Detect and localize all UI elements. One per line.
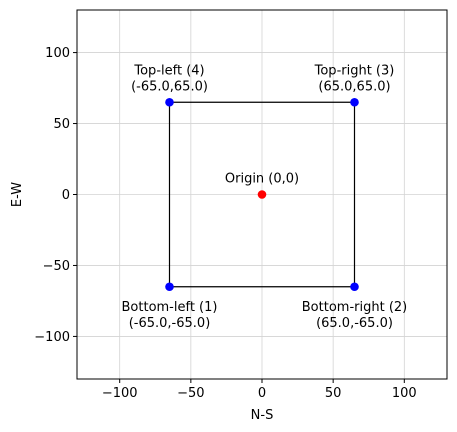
y-tick-label: 0 [62,188,70,203]
annotations: Bottom-left (1)(-65.0,-65.0) Bottom-right… [122,63,408,331]
data-point [165,282,174,292]
data-point [257,190,267,199]
x-tick-label: 50 [325,386,342,401]
point-annotation: (65.0,-65.0) [316,316,393,331]
y-tick-label: −50 [43,259,70,274]
data-point [350,97,359,107]
y-tick-label: 50 [53,117,70,132]
x-tick-label: −50 [177,386,204,401]
x-tick-label: 0 [258,386,266,401]
y-axis-label: E-W [10,182,25,207]
points [165,97,359,292]
data-point [165,97,174,107]
point-annotation: Top-left (4) [133,63,204,78]
ticks: −100 −50 0 50 100 −100 −50 0 50 100 [34,46,416,401]
grid [77,10,447,379]
point-annotation: Bottom-right (2) [302,300,407,315]
x-axis-label: N-S [251,408,274,423]
x-tick-label: −100 [102,386,138,401]
point-annotation: Top-right (3) [314,63,395,78]
point-annotation: (-65.0,-65.0) [129,316,211,331]
y-tick-label: 100 [45,46,70,61]
point-annotation: (65.0,65.0) [318,79,390,94]
data-point [350,282,359,292]
y-tick-label: −100 [34,330,70,345]
point-annotation: (-65.0,65.0) [131,79,208,94]
point-annotation: Origin (0,0) [225,172,299,187]
point-annotation: Bottom-left (1) [122,300,218,315]
x-tick-label: 100 [392,386,417,401]
